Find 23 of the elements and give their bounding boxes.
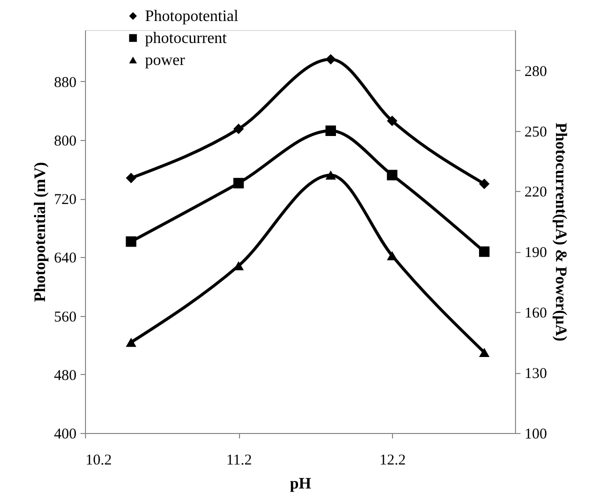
y-tick-label: 480: [54, 368, 76, 384]
y2-tick-label: 160: [524, 306, 547, 322]
x-tick-label: 11.2: [226, 452, 252, 468]
y2-tick-label: 220: [524, 184, 547, 201]
y2-tick-label: 190: [524, 245, 547, 262]
legend-label: Photopotential: [145, 8, 239, 25]
y2-tick-label: 130: [524, 366, 547, 382]
y-tick-label: 800: [54, 133, 76, 150]
y-tick-label: 400: [54, 426, 76, 442]
y-tick-label: 560: [54, 309, 76, 326]
legend-label: photocurrent: [145, 30, 228, 47]
y-tick-label: 720: [54, 192, 76, 208]
y-tick-label: 640: [54, 250, 76, 267]
y2-tick-label: 100: [524, 426, 547, 442]
x-axis-title: pH: [290, 476, 312, 492]
y-axis-title: Photopotential (mV): [32, 162, 49, 302]
x-tick-label: 10.2: [86, 452, 112, 468]
y2-tick-label: 280: [524, 64, 547, 80]
y2-tick-label: 250: [524, 124, 547, 140]
y-tick-label: 880: [54, 74, 76, 91]
legend-label: power: [145, 52, 186, 69]
y2-axis-title: Photocurrent(μA) & Power(μA): [552, 122, 569, 342]
x-tick-label: 12.2: [380, 452, 406, 468]
